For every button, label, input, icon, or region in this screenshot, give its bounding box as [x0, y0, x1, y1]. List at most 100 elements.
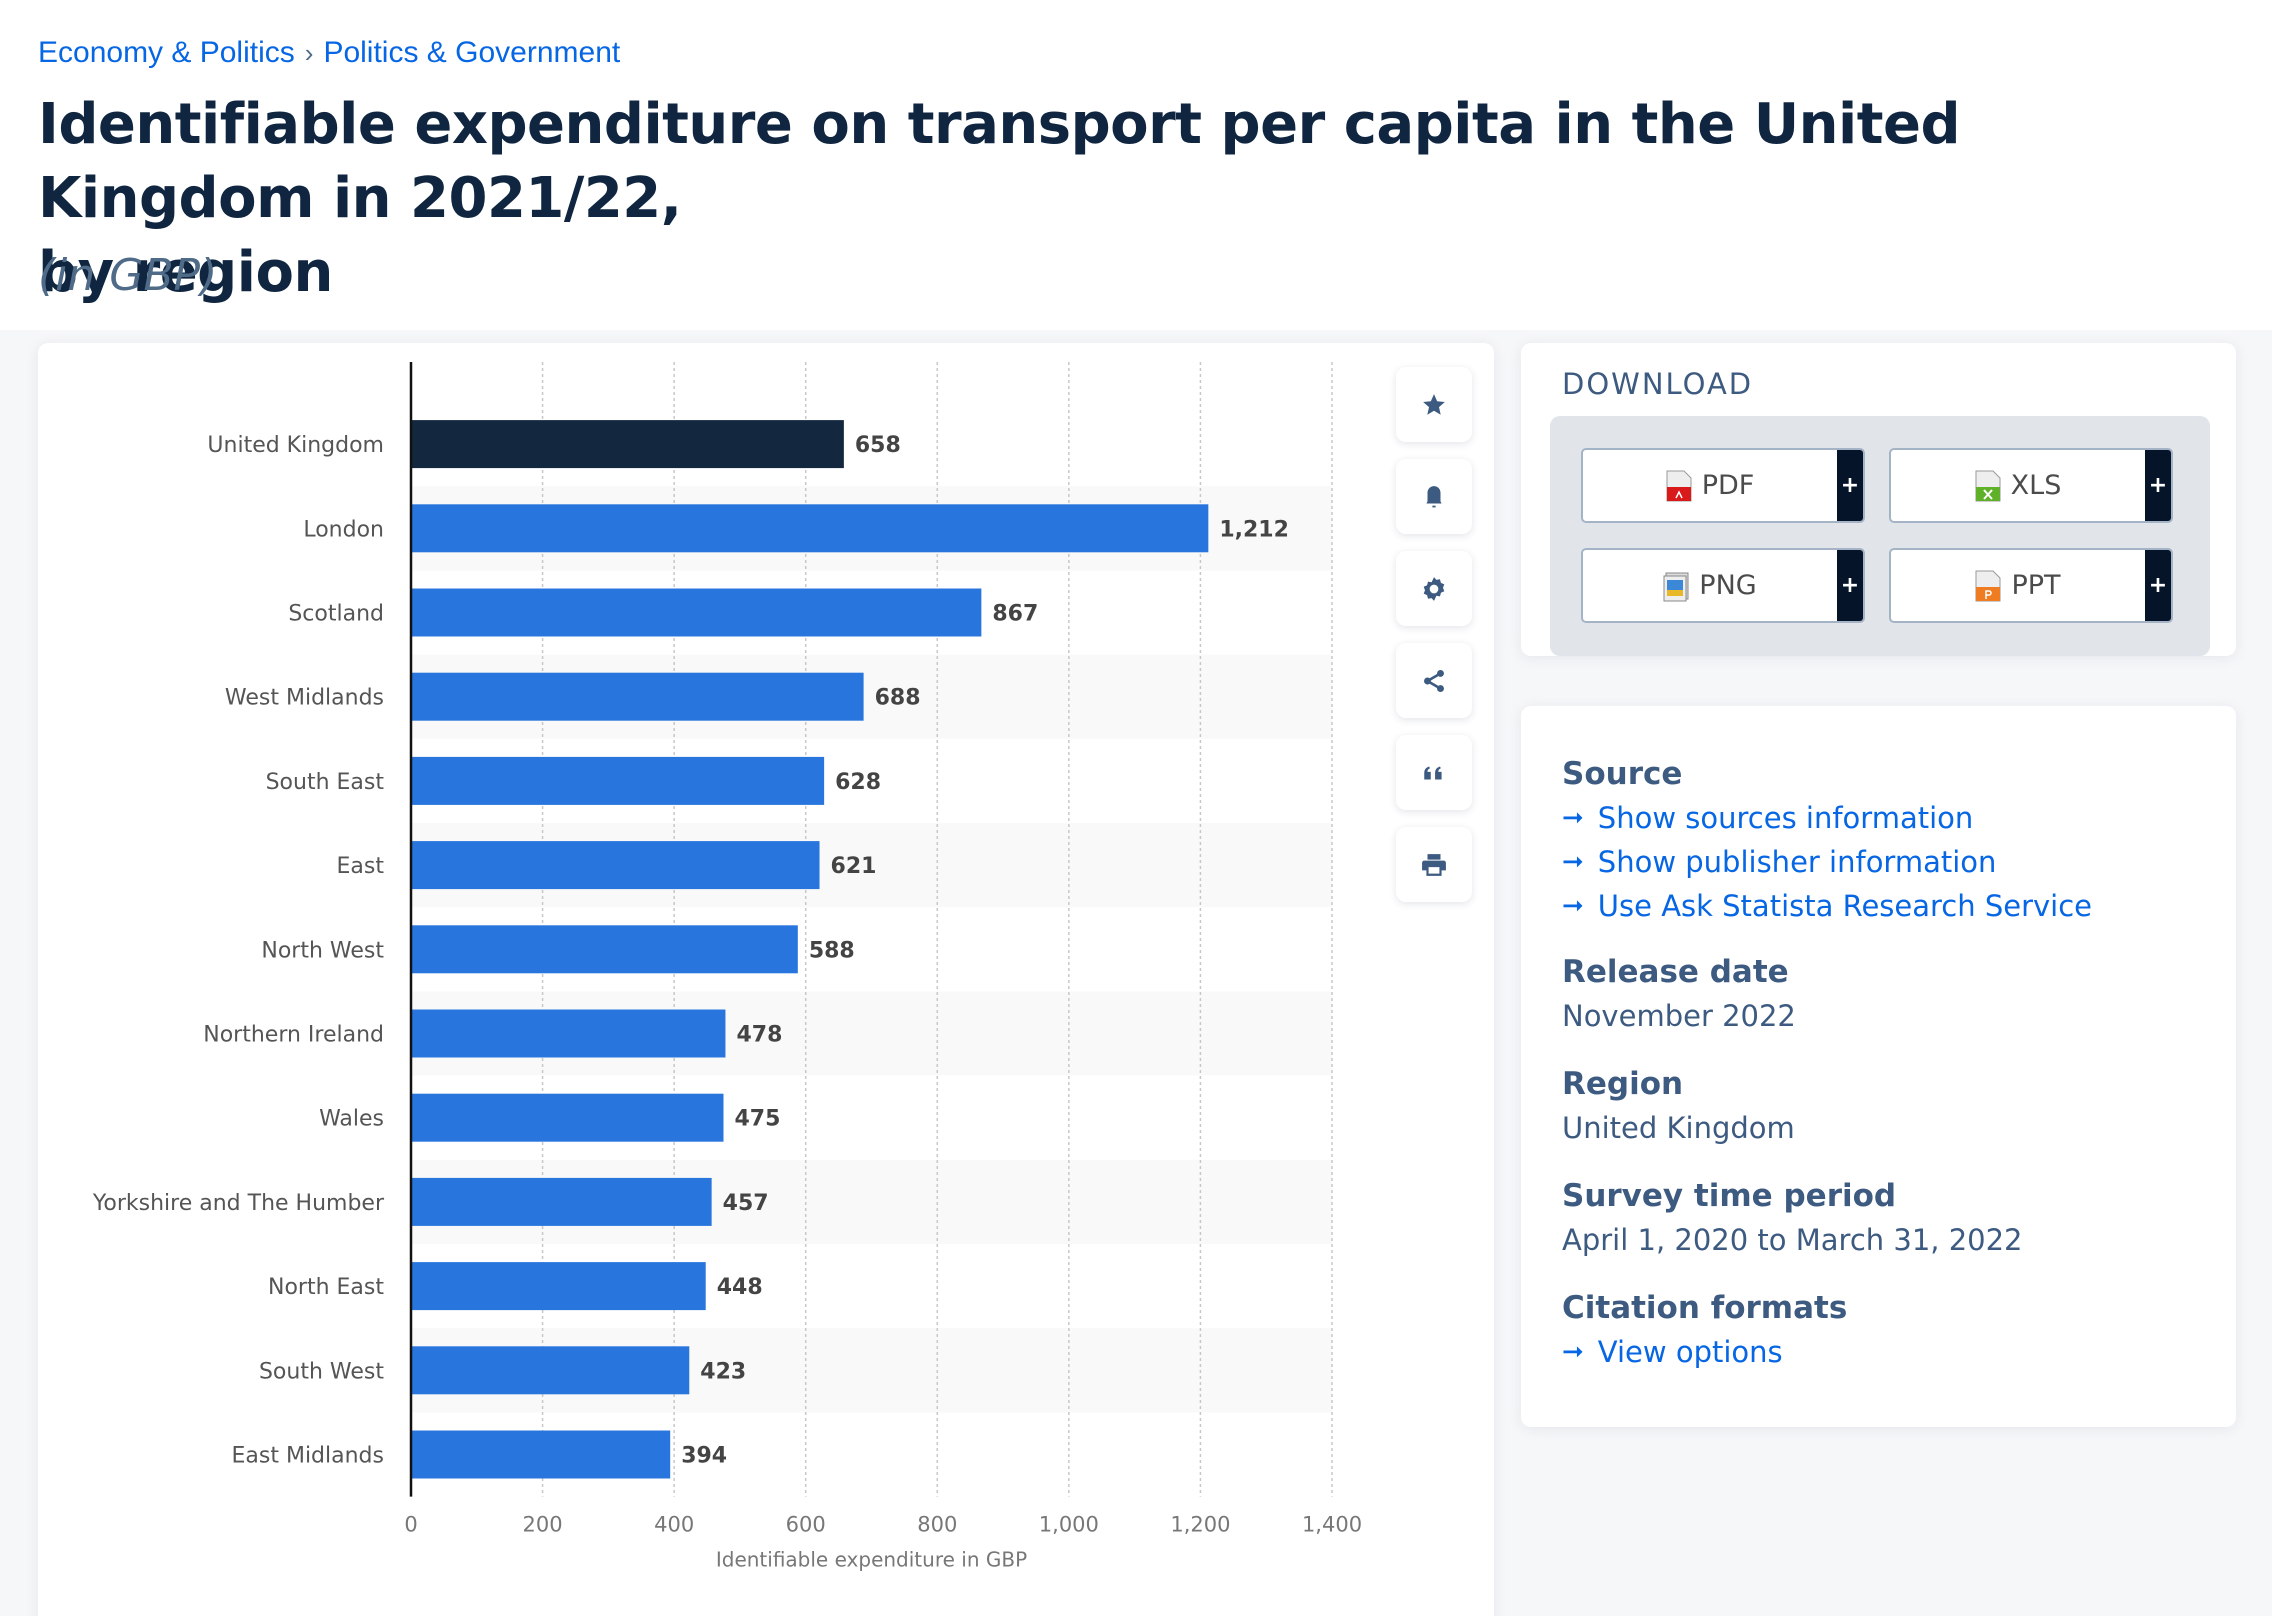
- x-axis-title: Identifiable expenditure in GBP: [716, 1548, 1027, 1572]
- category-label: South West: [259, 1359, 384, 1384]
- x-tick-label: 1,400: [1302, 1513, 1362, 1537]
- bar-london: [411, 504, 1209, 553]
- bar-east-midlands: [411, 1430, 671, 1479]
- bar-wales: [411, 1093, 724, 1142]
- download-xls-plus[interactable]: +: [2145, 450, 2171, 521]
- download-ppt-button[interactable]: PPT +: [1889, 548, 2173, 623]
- share-icon: [1424, 669, 1444, 692]
- show-sources-text: Show sources information: [1597, 801, 1974, 835]
- show-publisher-text: Show publisher information: [1597, 845, 1997, 879]
- source-section: Source ➞ Show sources information ➞ Show…: [1562, 752, 2092, 928]
- arrow-right-icon: ➞: [1562, 847, 1584, 877]
- bar-north-west: [411, 925, 798, 974]
- citation-section: Citation formats ➞ View options: [1562, 1286, 1847, 1374]
- category-label: East Midlands: [232, 1444, 385, 1469]
- bar-united-kingdom: [411, 420, 844, 469]
- ask-statista-link[interactable]: ➞ Use Ask Statista Research Service: [1562, 884, 2092, 928]
- value-label: 478: [736, 1023, 782, 1048]
- ppt-file-icon: [1975, 570, 2001, 601]
- bar-scotland: [411, 588, 982, 637]
- show-publisher-link[interactable]: ➞ Show publisher information: [1562, 840, 2092, 884]
- bar-south-west: [411, 1346, 690, 1395]
- value-label: 621: [831, 854, 877, 879]
- bar-east: [411, 841, 820, 890]
- print-button[interactable]: [1396, 827, 1472, 902]
- release-date-value: November 2022: [1562, 999, 1796, 1033]
- category-label: West Midlands: [225, 686, 384, 711]
- arrow-right-icon: ➞: [1562, 891, 1584, 921]
- x-tick-label: 600: [786, 1513, 826, 1537]
- value-label: 658: [855, 433, 901, 458]
- download-title: DOWNLOAD: [1562, 367, 1754, 401]
- region-value: United Kingdom: [1562, 1111, 1795, 1145]
- page-title: Identifiable expenditure on transport pe…: [38, 88, 2238, 310]
- value-label: 475: [734, 1107, 780, 1132]
- x-tick-label: 800: [917, 1513, 957, 1537]
- print-icon: [1422, 853, 1446, 876]
- download-xls-button[interactable]: XLS +: [1889, 448, 2173, 523]
- favorite-button[interactable]: [1396, 367, 1472, 442]
- page-title-line2: by region: [38, 240, 333, 305]
- x-tick-label: 1,000: [1039, 1513, 1099, 1537]
- value-label: 423: [700, 1359, 746, 1384]
- arrow-right-icon: ➞: [1562, 1337, 1584, 1367]
- download-pdf-button[interactable]: PDF +: [1581, 448, 1865, 523]
- breadcrumb: Economy & Politics › Politics & Governme…: [38, 36, 620, 70]
- category-label: Yorkshire and The Humber: [92, 1191, 385, 1216]
- bar-south-east: [411, 756, 825, 805]
- info-card: Source ➞ Show sources information ➞ Show…: [1521, 706, 2236, 1427]
- value-label: 1,212: [1219, 517, 1289, 542]
- breadcrumb-separator: ›: [304, 37, 314, 68]
- ask-statista-text: Use Ask Statista Research Service: [1597, 889, 2093, 923]
- view-options-text: View options: [1597, 1335, 1783, 1369]
- chart-toolbar: [1396, 367, 1472, 919]
- notification-button[interactable]: [1396, 459, 1472, 534]
- pdf-file-icon: [1666, 470, 1692, 501]
- png-file-icon: [1663, 572, 1689, 601]
- value-label: 688: [875, 686, 921, 711]
- category-label: South East: [266, 770, 385, 795]
- download-ppt-label: PPT: [2011, 570, 2061, 601]
- page-subtitle: (in GBP): [38, 250, 218, 301]
- settings-button[interactable]: [1396, 551, 1472, 626]
- release-date-label: Release date: [1562, 954, 1789, 990]
- show-sources-link[interactable]: ➞ Show sources information: [1562, 796, 2092, 840]
- download-png-button[interactable]: PNG +: [1581, 548, 1865, 623]
- region-label: Region: [1562, 1066, 1684, 1102]
- breadcrumb-politics-government[interactable]: Politics & Government: [323, 36, 621, 69]
- category-label: United Kingdom: [207, 433, 384, 458]
- xls-file-icon: [1975, 470, 2001, 501]
- category-label: East: [337, 854, 385, 879]
- download-xls-label: XLS: [2010, 470, 2062, 501]
- cite-button[interactable]: [1396, 735, 1472, 810]
- source-label: Source: [1562, 756, 1683, 792]
- survey-period-label: Survey time period: [1562, 1178, 1897, 1214]
- region-section: Region United Kingdom: [1562, 1062, 1795, 1150]
- category-label: North East: [268, 1275, 384, 1300]
- bar-yorkshire-and-the-humber: [411, 1177, 712, 1226]
- citation-formats-label: Citation formats: [1562, 1290, 1848, 1326]
- download-grid: PDF + XLS +: [1550, 416, 2210, 656]
- download-card: DOWNLOAD PDF + XLS +: [1521, 343, 2236, 656]
- download-pdf-plus[interactable]: +: [1837, 450, 1863, 521]
- view-options-link[interactable]: ➞ View options: [1562, 1330, 1847, 1374]
- arrow-right-icon: ➞: [1562, 803, 1584, 833]
- download-pdf-label: PDF: [1701, 470, 1755, 501]
- release-section: Release date November 2022: [1562, 950, 1796, 1038]
- value-label: 394: [681, 1444, 727, 1469]
- chart-card: United Kingdom 658 London 1,212 Scotland 867 W…: [38, 343, 1494, 1616]
- share-button[interactable]: [1396, 643, 1472, 718]
- survey-period-value: April 1, 2020 to March 31, 2022: [1562, 1223, 2023, 1257]
- download-png-plus[interactable]: +: [1837, 550, 1863, 621]
- x-tick-label: 1,200: [1170, 1513, 1230, 1537]
- category-label: North West: [261, 938, 384, 963]
- value-label: 448: [717, 1275, 763, 1300]
- page-title-line1: Identifiable expenditure on transport pe…: [38, 92, 1961, 231]
- value-label: 588: [809, 938, 855, 963]
- download-png-label: PNG: [1699, 570, 1757, 601]
- bell-icon: [1426, 485, 1442, 507]
- x-tick-label: 0: [404, 1513, 417, 1537]
- category-label: Wales: [319, 1107, 384, 1132]
- download-ppt-plus[interactable]: +: [2145, 550, 2171, 621]
- breadcrumb-economy-politics[interactable]: Economy & Politics: [38, 36, 295, 69]
